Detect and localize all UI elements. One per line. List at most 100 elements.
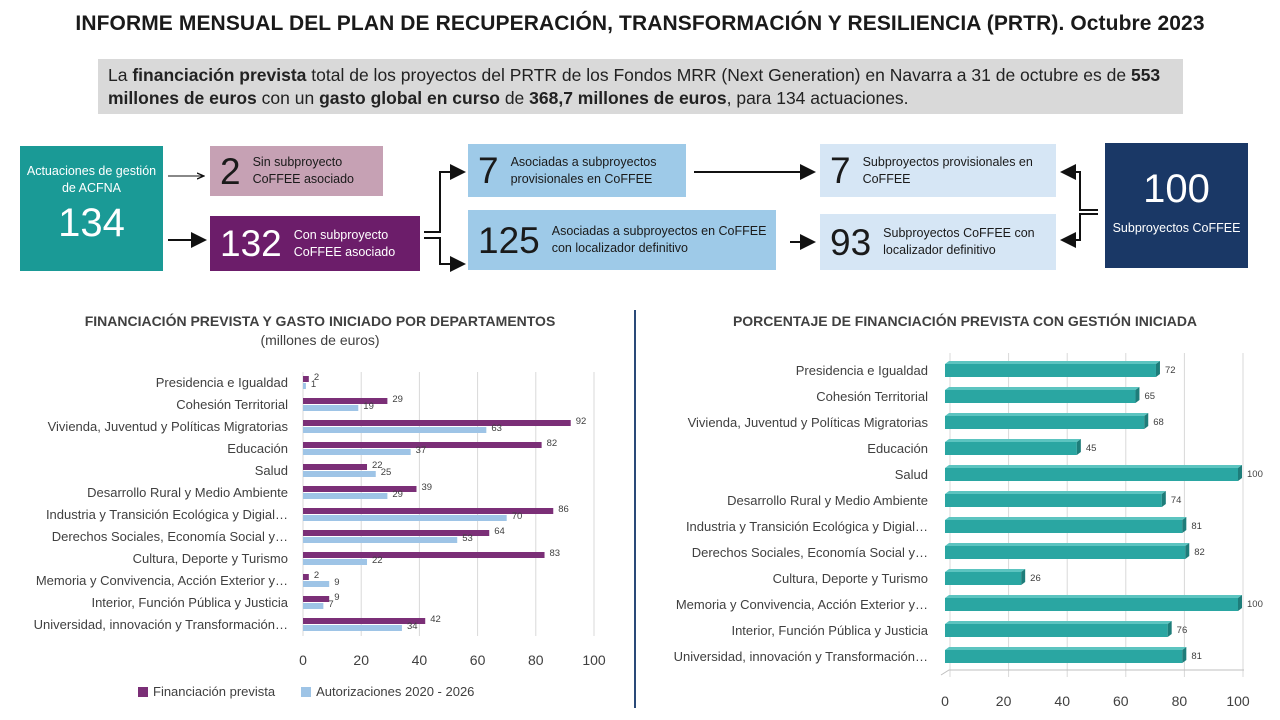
- chart1-bar: [303, 552, 545, 558]
- chart2-bar-top: [945, 387, 1140, 390]
- chart1-bar: [303, 603, 324, 609]
- chart1-tick-label: 20: [353, 652, 369, 668]
- chart2-bar: [945, 494, 1162, 507]
- chart2-data-label: 100: [1247, 469, 1263, 480]
- chart1-bar: [303, 537, 458, 543]
- chart2-bar: [945, 598, 1238, 611]
- chart2-bar-side: [1161, 491, 1166, 507]
- chart1-category-label: Cultura, Deporte y Turismo: [133, 551, 288, 566]
- chart2-bar-top: [945, 439, 1081, 442]
- chart1-data-label: 2: [314, 570, 319, 581]
- chart1-data-label: 63: [491, 423, 502, 434]
- subproyectos-definitivo-label: Subproyectos CoFFEE con localizador defi…: [883, 226, 1035, 257]
- chart2-bar-top: [945, 569, 1026, 572]
- chart1-bar: [303, 581, 330, 587]
- chart1-bar: [303, 464, 368, 470]
- chart1-tick-label: 60: [470, 652, 486, 668]
- chart1-category-label: Industria y Transición Ecológica y Digia…: [46, 507, 288, 522]
- chart2-plot: 0 20 40 60 80 100 Presidencia e Igualdad 72 Cohe…: [674, 353, 1263, 709]
- chart1-data-label: 86: [558, 504, 569, 515]
- section-divider: [634, 310, 636, 708]
- chart1-tick-label: 40: [412, 652, 428, 668]
- chart1-data-label: 19: [363, 401, 374, 412]
- chart2-bar-top: [945, 595, 1242, 598]
- legend-item-autorizaciones: Autorizaciones 2020 - 2026: [301, 684, 474, 699]
- chart1-bar: [303, 559, 368, 565]
- con-subproyecto-box: 132 Con subproyecto CoFFEE asociado: [210, 216, 420, 271]
- chart2-category-label: Presidencia e Igualdad: [796, 363, 928, 378]
- chart1-category-label: Vivienda, Juventud y Políticas Migratori…: [48, 419, 289, 434]
- con-subproyecto-label: Con subproyecto CoFFEE asociado: [293, 227, 396, 259]
- chart2-data-label: 100: [1247, 599, 1263, 610]
- chart1-bar: [303, 574, 309, 580]
- chart1-category-label: Educación: [227, 441, 288, 456]
- chart1-bar: [303, 625, 402, 631]
- chart1-data-label: 29: [392, 394, 403, 405]
- chart2-category-label: Cohesión Territorial: [816, 389, 928, 404]
- chart2-bar-side: [1185, 543, 1190, 559]
- acfna-label: Actuaciones de gestión de ACFNA: [26, 164, 157, 195]
- arrow-from-100-top: [1060, 164, 1098, 211]
- acfna-value: 134: [58, 201, 125, 245]
- chart2-tick-label: 40: [1054, 693, 1070, 709]
- chart1-category-label: Universidad, innovación y Transformación…: [34, 617, 288, 632]
- chart1-bar: [303, 618, 426, 624]
- page-title: INFORME MENSUAL DEL PLAN DE RECUPERACIÓN…: [75, 12, 1205, 35]
- chart2-bar: [945, 390, 1136, 403]
- chart2-data-label: 81: [1191, 651, 1202, 662]
- chart2-tick-label: 100: [1226, 693, 1250, 709]
- asociadas-provisionales-value: 7: [478, 150, 499, 191]
- chart2-category-label: Derechos Sociales, Economía Social y…: [692, 545, 928, 560]
- chart2-category-label: Universidad, innovación y Transformación…: [674, 649, 928, 664]
- chart1-bar: [303, 508, 554, 514]
- chart2-bar: [945, 624, 1168, 637]
- sin-subproyecto-label: Sin subproyecto CoFFEE asociado: [252, 155, 355, 186]
- chart2-bar-side: [1135, 387, 1140, 403]
- acfna-box: Actuaciones de gestión de ACFNA 134: [20, 146, 163, 271]
- chart1-data-label: 22: [372, 460, 383, 471]
- chart2-bar-side: [1076, 439, 1081, 455]
- chart2-data-label: 76: [1177, 625, 1188, 636]
- chart1-category-label: Interior, Función Pública y Justicia: [91, 595, 288, 610]
- chart2-bar: [945, 468, 1238, 481]
- chart1-tick-label: 80: [528, 652, 544, 668]
- chart2-bar-top: [945, 491, 1166, 494]
- legend-label-autorizaciones: Autorizaciones 2020 - 2026: [316, 684, 475, 699]
- chart2-bar-side: [1167, 621, 1172, 637]
- chart2-data-label: 45: [1086, 443, 1097, 454]
- subproyectos-coffee-value: 100: [1143, 167, 1210, 211]
- arrow-from-100-bottom: [1060, 213, 1098, 248]
- chart1-tick-label: 100: [582, 652, 606, 668]
- chart1-category-label: Presidencia e Igualdad: [156, 375, 288, 390]
- chart1-data-label: 42: [430, 614, 441, 625]
- subproyectos-coffee-label: Subproyectos CoFFEE: [1112, 221, 1241, 235]
- chart2-bar: [945, 364, 1156, 377]
- chart2-bar-side: [1021, 569, 1026, 585]
- chart2-bar-side: [1155, 361, 1160, 377]
- chart1-data-label: 92: [576, 416, 587, 427]
- chart2-tick-label: 80: [1172, 693, 1188, 709]
- chart2-bar: [945, 520, 1183, 533]
- asociadas-provisionales-box: 7 Asociadas a subproyectos provisionales…: [468, 144, 686, 197]
- legend-label-financiacion: Financiación prevista: [153, 684, 276, 699]
- chart2-floor: [940, 669, 1244, 676]
- chart2-tick-label: 60: [1113, 693, 1129, 709]
- chart1-bar: [303, 376, 309, 382]
- chart1-category-label: Memoria y Convivencia, Acción Exterior y…: [36, 573, 288, 588]
- chart1-data-label: 7: [328, 599, 333, 610]
- chart1-category-label: Desarrollo Rural y Medio Ambiente: [87, 485, 288, 500]
- chart2-category-label: Salud: [895, 467, 928, 482]
- chart1-bar: [303, 471, 376, 477]
- subproyectos-provisionales-box: 7 Subproyectos provisionales en CoFFEE: [820, 144, 1056, 197]
- chart2-tick-label: 0: [941, 693, 949, 709]
- chart2-bar-top: [945, 465, 1242, 468]
- subproyectos-definitivo-box: 93 Subproyectos CoFFEE con localizador d…: [820, 214, 1056, 270]
- chart1-data-label: 25: [381, 467, 392, 478]
- chart1-bar: [303, 486, 417, 492]
- subproyectos-provisionales-value: 7: [830, 150, 851, 191]
- chart1-title: FINANCIACIÓN PREVISTA Y GASTO INICIADO P…: [84, 313, 556, 329]
- chart1-bar: [303, 427, 487, 433]
- chart1-bar: [303, 398, 388, 404]
- summary-text: La financiación prevista total de los pr…: [98, 59, 1183, 114]
